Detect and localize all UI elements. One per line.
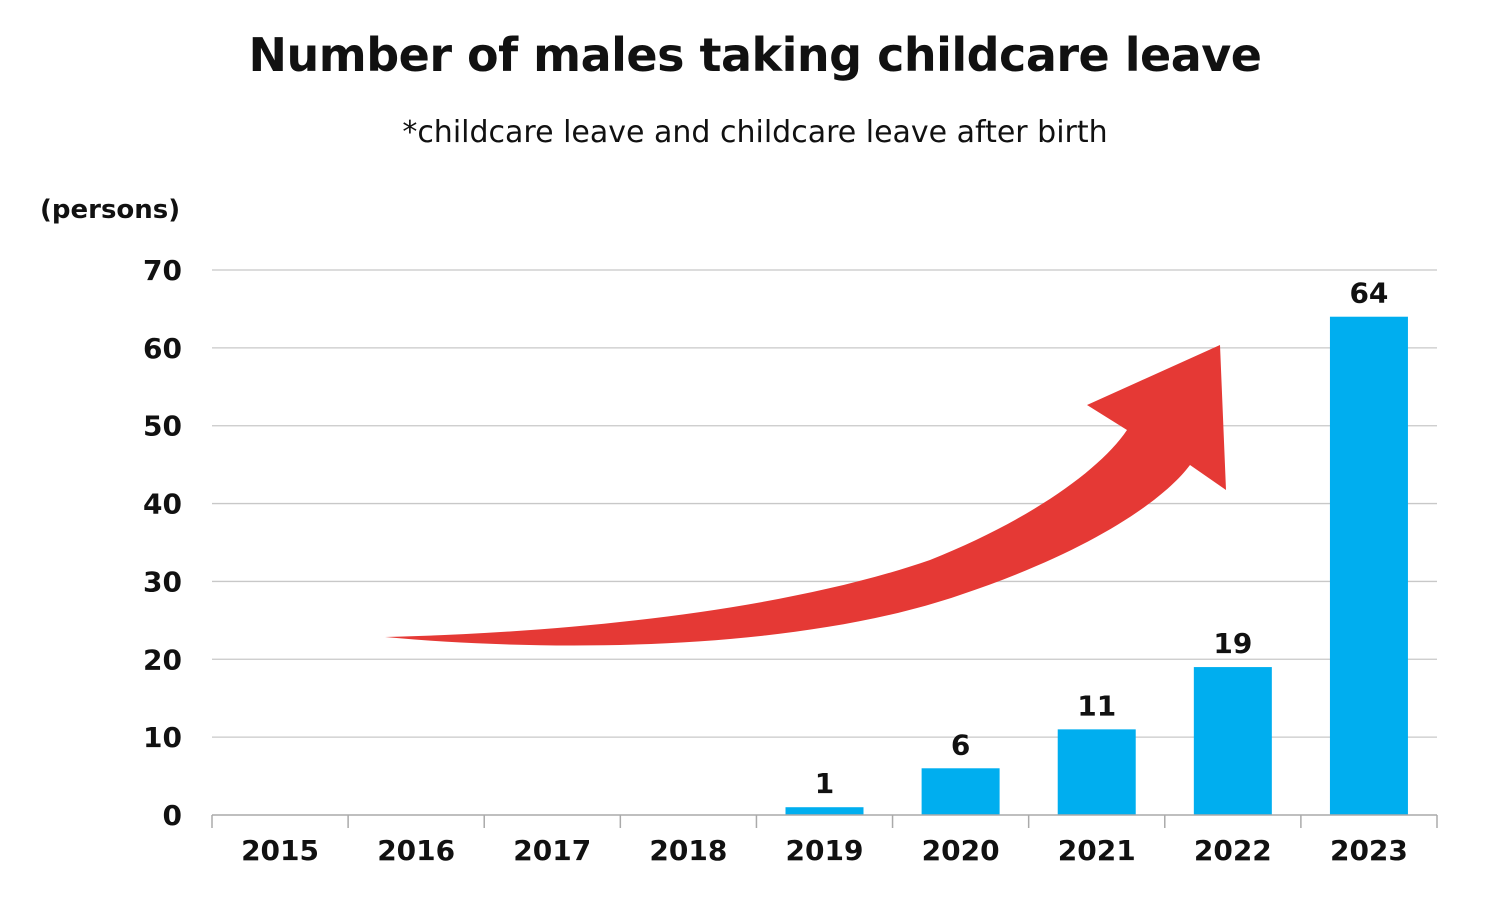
x-tick-label: 2018 (649, 834, 727, 867)
x-tick-label: 2022 (1194, 834, 1272, 867)
data-label-2020: 6 (951, 728, 970, 761)
bar-2022 (1193, 667, 1272, 815)
y-tick-label: 10 (143, 721, 182, 754)
x-tick-label: 2021 (1058, 834, 1136, 867)
x-tick-label: 2019 (786, 834, 864, 867)
y-tick-label: 30 (143, 565, 182, 598)
y-tick-label: 60 (143, 332, 182, 365)
chart-title: Number of males taking childcare leave (248, 28, 1262, 82)
x-tick-label: 2015 (241, 834, 319, 867)
bar-2020 (921, 768, 1000, 815)
x-tick-label: 2020 (922, 834, 1000, 867)
bar-2019 (785, 807, 864, 815)
data-label-2021: 11 (1077, 689, 1116, 722)
data-label-2019: 1 (815, 767, 834, 800)
x-tick-label: 2017 (513, 834, 591, 867)
chart-subtitle: *childcare leave and childcare leave aft… (402, 115, 1108, 150)
gridlines (212, 269, 1437, 738)
x-tick-label: 2016 (377, 834, 455, 867)
bar-2023 (1329, 316, 1408, 815)
y-axis: 0 10 20 30 40 50 60 70 (143, 254, 182, 832)
y-tick-label: 70 (143, 254, 182, 287)
bars (785, 316, 1408, 815)
data-label-2023: 64 (1349, 277, 1388, 310)
x-tick-label: 2023 (1330, 834, 1408, 867)
y-axis-unit-label: (persons) (40, 195, 180, 225)
y-tick-label: 0 (163, 799, 182, 832)
y-tick-label: 20 (143, 643, 182, 676)
data-labels: 1 6 11 19 64 (815, 277, 1389, 801)
y-tick-label: 40 (143, 488, 182, 521)
y-tick-label: 50 (143, 410, 182, 443)
x-axis: 2015 2016 2017 2018 2019 2020 2021 2022 2023 (211, 814, 1438, 867)
bar-2021 (1057, 729, 1136, 815)
data-label-2022: 19 (1213, 627, 1252, 660)
trend-arrow-icon (385, 345, 1226, 646)
